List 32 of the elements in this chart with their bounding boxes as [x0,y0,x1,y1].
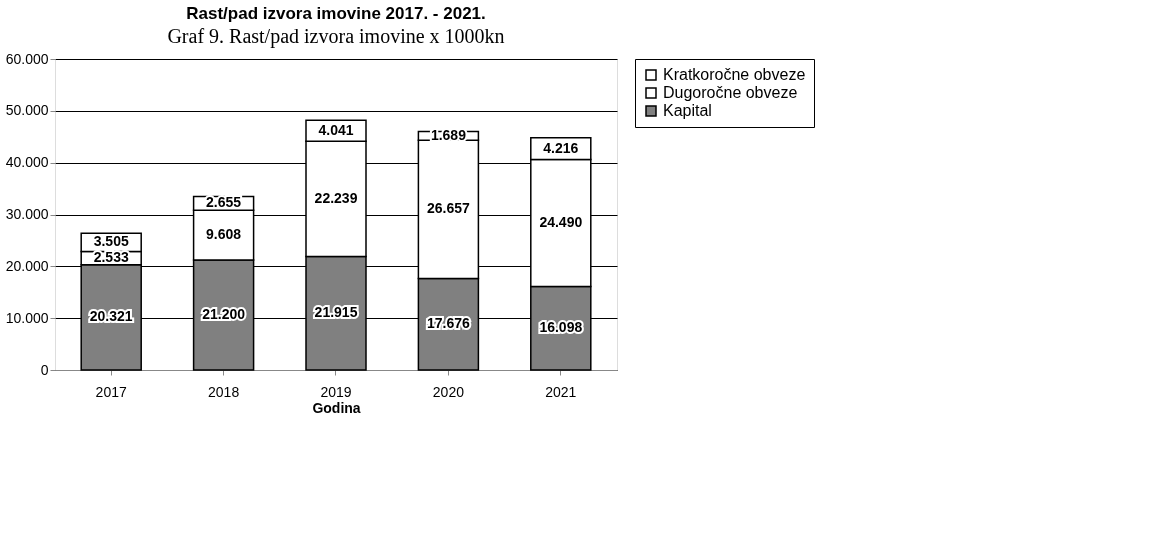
data-label: 4.041 [318,121,354,138]
data-label: 16.098 [539,319,583,336]
data-label: 2.533 [93,249,129,266]
data-label: 24.490 [539,214,583,231]
legend-label: Dugoročne obveze [663,84,798,101]
x-tick-label: 2019 [320,383,352,400]
y-tick-label: 20.000 [5,257,49,274]
x-axis-title: Godina [312,399,361,416]
x-tick-label: 2020 [432,383,465,400]
y-tick-label: 0 [40,361,49,378]
data-label: 2.655 [206,194,242,211]
chart-title: Rast/pad izvora imovine 2017. - 2021. [186,4,486,23]
x-tick-label: 2021 [545,383,577,400]
x-tick-label: 2018 [208,383,240,400]
y-tick-label: 30.000 [5,206,49,222]
legend-label: Kapital [663,102,712,119]
x-tick-label: 2017 [95,383,127,400]
data-label: 26.657 [426,200,471,217]
text: Graf 9. Rast/pad izvora imovine x 1000kn [167,25,505,48]
data-label: 22.239 [314,189,358,206]
y-tick-label: 60.000 [5,50,49,67]
y-tick-label: 50.000 [5,102,49,119]
y-tick-label: 40.000 [5,154,49,171]
legend-label: Kratkoročne obveze [663,66,806,83]
data-label: 20.321 [89,308,133,325]
data-label: 1.689 [430,126,467,143]
data-label: 17.676 [426,315,471,332]
data-label: 21.200 [202,306,246,323]
data-label: 4.216 [543,139,579,156]
data-label: 3.505 [93,233,129,250]
data-label: 9.608 [206,226,242,243]
y-tick-label: 10.000 [5,309,49,326]
